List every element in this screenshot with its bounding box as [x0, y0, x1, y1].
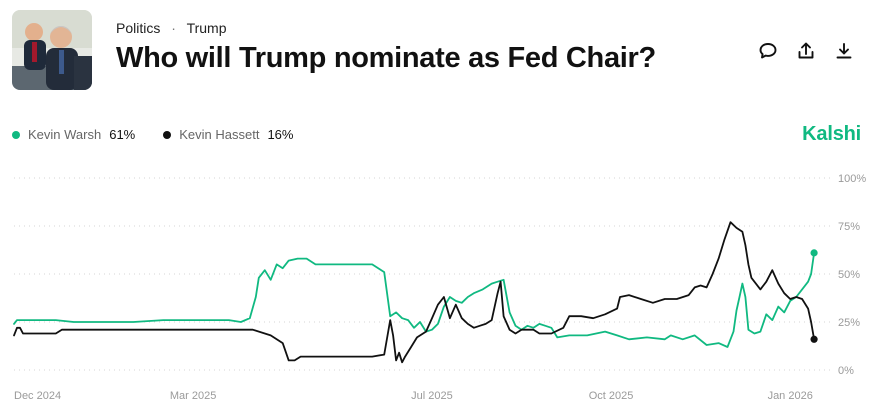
y-axis-labels: 0% 25% 50% 75% 100% [838, 173, 866, 377]
series-endpoint-0[interactable] [810, 249, 818, 257]
series-line-0[interactable] [13, 252, 815, 348]
comment-button[interactable] [757, 40, 779, 62]
breadcrumb-separator: · [171, 20, 176, 36]
breadcrumb-topic[interactable]: Trump [186, 20, 227, 36]
download-button[interactable] [833, 40, 855, 62]
legend-item-warsh[interactable]: Kevin Warsh 61% [12, 127, 135, 142]
y-tick-label: 25% [838, 317, 860, 329]
x-tick-label: Dec 2024 [14, 390, 61, 402]
action-bar [757, 40, 855, 62]
market-thumbnail [12, 10, 92, 90]
legend-value-hassett: 16% [267, 127, 294, 142]
breadcrumb: Politics · Trump [116, 20, 227, 36]
chart-legend: Kevin Warsh 61% Kevin Hassett 16% [12, 127, 321, 142]
chart-grid [14, 177, 832, 371]
legend-dot-warsh [12, 130, 20, 139]
thumbnail-image [12, 10, 92, 90]
series-line-1[interactable] [13, 221, 815, 364]
legend-value-warsh: 61% [109, 127, 136, 142]
share-icon [798, 42, 814, 59]
y-tick-label: 100% [838, 173, 866, 185]
page-title: Who will Trump nominate as Fed Chair? [116, 42, 656, 74]
share-button[interactable] [795, 40, 817, 62]
y-tick-label: 0% [838, 365, 854, 377]
y-tick-label: 75% [838, 221, 860, 233]
legend-dot-hassett [163, 130, 172, 139]
breadcrumb-category[interactable]: Politics [116, 20, 161, 36]
series-endpoint-1[interactable] [810, 335, 818, 343]
x-axis-labels: Dec 2024 Mar 2025 Jul 2025 Oct 2025 Jan 2026 [14, 390, 813, 402]
x-tick-label: Mar 2025 [170, 390, 216, 402]
x-tick-label: Jul 2025 [411, 390, 453, 402]
legend-name-hassett: Kevin Hassett [179, 127, 260, 142]
comment-icon [759, 43, 777, 59]
y-tick-label: 50% [838, 269, 860, 281]
chart-series [13, 221, 818, 364]
kalshi-logo[interactable]: Kalshi [802, 123, 861, 145]
legend-item-hassett[interactable]: Kevin Hassett 16% [163, 127, 293, 142]
download-icon [836, 43, 852, 59]
price-chart[interactable]: 0% 25% 50% 75% 100% Dec 2024 Mar 2025 Jul 2025… [0, 160, 883, 413]
x-tick-label: Jan 2026 [768, 390, 813, 402]
x-tick-label: Oct 2025 [589, 390, 634, 402]
legend-name-warsh: Kevin Warsh [28, 127, 102, 142]
